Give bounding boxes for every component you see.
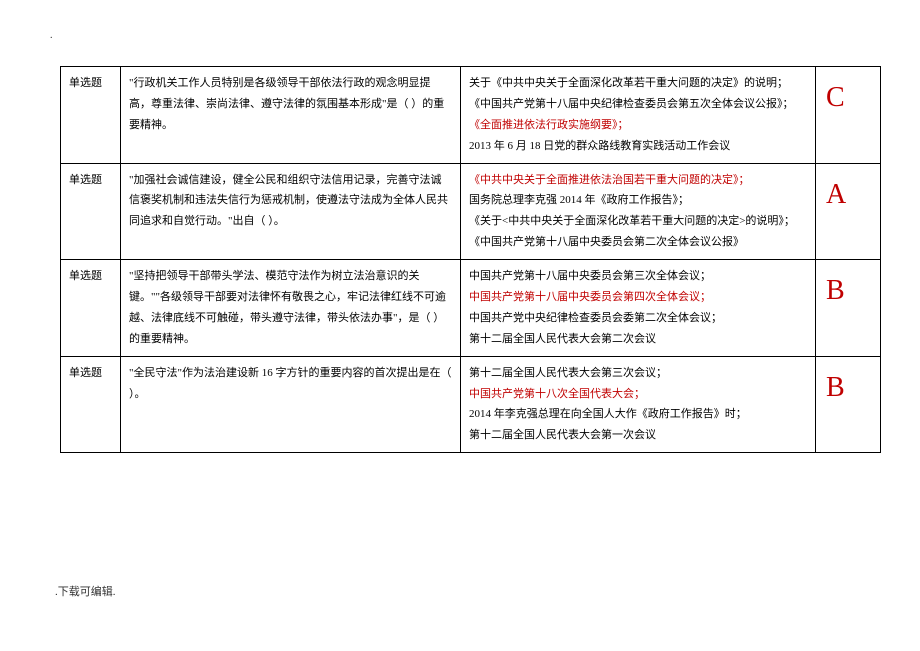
option-text: 中国共产党第十八次全国代表大会； bbox=[469, 384, 807, 405]
page-top-mark: . bbox=[50, 30, 870, 41]
option-text: 《关于<中共中央关于全面深化改革若干重大问题的决定>的说明》； bbox=[469, 211, 807, 232]
table-row: 单选题"全民守法"作为法治建设新 16 字方针的重要内容的首次提出是在（ ）。第… bbox=[61, 356, 881, 453]
cell-question: "加强社会诚信建设，健全公民和组织守法信用记录，完善守法诚信褒奖机制和违法失信行… bbox=[121, 163, 461, 260]
option-text: 《全面推进依法行政实施纲要》； bbox=[469, 115, 807, 136]
cell-options: 关于《中共中央关于全面深化改革若干重大问题的决定》的说明；《中国共产党第十八届中… bbox=[461, 67, 816, 164]
table-row: 单选题"加强社会诚信建设，健全公民和组织守法信用记录，完善守法诚信褒奖机制和违法… bbox=[61, 163, 881, 260]
option-text: 《中国共产党第十八届中央纪律检查委员会第五次全体会议公报》； bbox=[469, 94, 807, 115]
cell-options: 第十二届全国人民代表大会第三次会议；中国共产党第十八次全国代表大会；2014 年… bbox=[461, 356, 816, 453]
option-text: 第十二届全国人民代表大会第二次会议 bbox=[469, 329, 807, 350]
option-text: 2014 年李克强总理在向全国人大作《政府工作报告》时； bbox=[469, 404, 807, 425]
cell-type: 单选题 bbox=[61, 67, 121, 164]
option-text: 2013 年 6 月 18 日党的群众路线教育实践活动工作会议 bbox=[469, 136, 807, 157]
cell-type: 单选题 bbox=[61, 356, 121, 453]
option-text: 中国共产党中央纪律检查委员会委第二次全体会议； bbox=[469, 308, 807, 329]
cell-answer: B bbox=[816, 356, 881, 453]
option-text: 《中国共产党第十八届中央委员会第二次全体会议公报》 bbox=[469, 232, 807, 253]
option-text: 关于《中共中央关于全面深化改革若干重大问题的决定》的说明； bbox=[469, 73, 807, 94]
option-text: 第十二届全国人民代表大会第一次会议 bbox=[469, 425, 807, 446]
table-row: 单选题"行政机关工作人员特别是各级领导干部依法行政的观念明显提高，尊重法律、崇尚… bbox=[61, 67, 881, 164]
option-text: 《中共中央关于全面推进依法治国若干重大问题的决定》； bbox=[469, 170, 807, 191]
cell-answer: C bbox=[816, 67, 881, 164]
cell-answer: B bbox=[816, 260, 881, 357]
cell-type: 单选题 bbox=[61, 260, 121, 357]
option-text: 中国共产党第十八届中央委员会第三次全体会议； bbox=[469, 266, 807, 287]
cell-options: 中国共产党第十八届中央委员会第三次全体会议；中国共产党第十八届中央委员会第四次全… bbox=[461, 260, 816, 357]
cell-question: "行政机关工作人员特别是各级领导干部依法行政的观念明显提高，尊重法律、崇尚法律、… bbox=[121, 67, 461, 164]
page-footer: .下载可编辑. bbox=[55, 583, 870, 599]
cell-options: 《中共中央关于全面推进依法治国若干重大问题的决定》；国务院总理李克强 2014 … bbox=[461, 163, 816, 260]
cell-question: "全民守法"作为法治建设新 16 字方针的重要内容的首次提出是在（ ）。 bbox=[121, 356, 461, 453]
question-table: 单选题"行政机关工作人员特别是各级领导干部依法行政的观念明显提高，尊重法律、崇尚… bbox=[60, 66, 881, 453]
option-text: 中国共产党第十八届中央委员会第四次全体会议； bbox=[469, 287, 807, 308]
cell-type: 单选题 bbox=[61, 163, 121, 260]
table-row: 单选题"坚持把领导干部带头学法、模范守法作为树立法治意识的关键。""各级领导干部… bbox=[61, 260, 881, 357]
option-text: 第十二届全国人民代表大会第三次会议； bbox=[469, 363, 807, 384]
option-text: 国务院总理李克强 2014 年《政府工作报告》； bbox=[469, 190, 807, 211]
cell-question: "坚持把领导干部带头学法、模范守法作为树立法治意识的关键。""各级领导干部要对法… bbox=[121, 260, 461, 357]
cell-answer: A bbox=[816, 163, 881, 260]
